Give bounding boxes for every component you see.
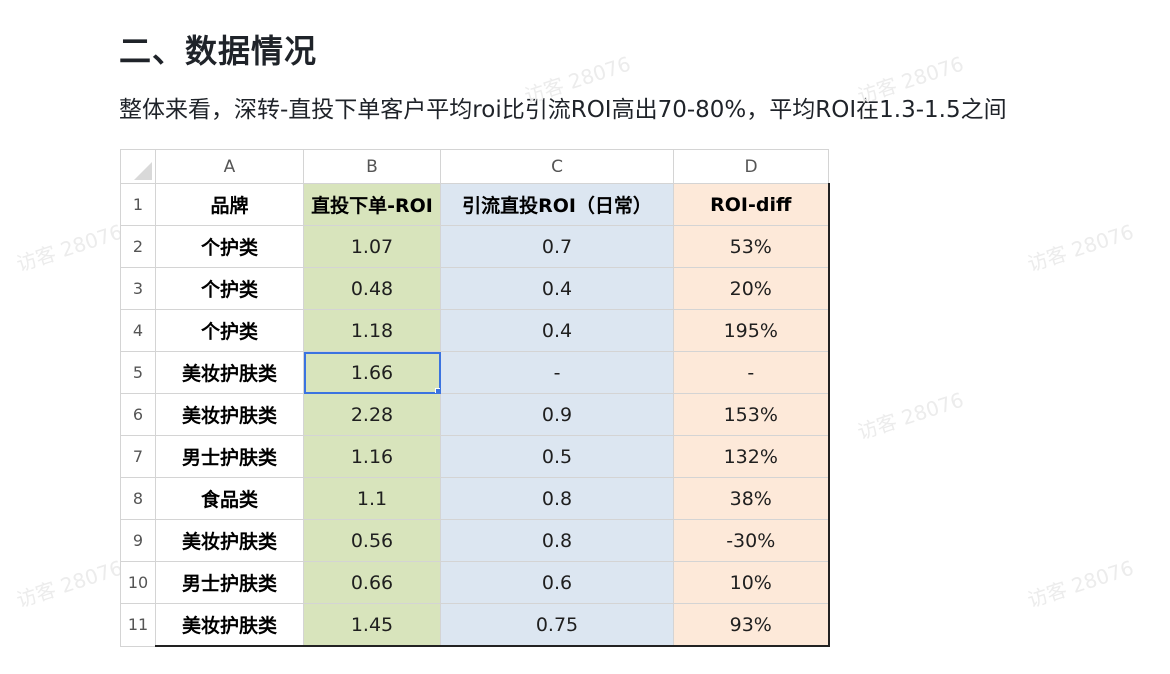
cell-traffic-roi[interactable]: 0.8 bbox=[440, 477, 674, 520]
cell-direct-roi[interactable]: 1.18 bbox=[303, 309, 441, 352]
cell-traffic-roi[interactable]: 0.6 bbox=[440, 561, 674, 604]
cell-brand[interactable]: 美妆护肤类 bbox=[155, 351, 304, 394]
table-row: 5 美妆护肤类 1.66 - - bbox=[120, 351, 830, 394]
row-number[interactable]: 6 bbox=[120, 393, 156, 436]
watermark: 访客 28076 bbox=[1024, 219, 1137, 277]
cell-direct-roi[interactable]: 1.07 bbox=[303, 225, 441, 268]
cell-roi-diff[interactable]: -30% bbox=[673, 519, 830, 562]
selected-cell-value: 1.66 bbox=[350, 361, 394, 384]
cell-brand[interactable]: 个护类 bbox=[155, 309, 304, 352]
cell-roi-diff[interactable]: - bbox=[673, 351, 830, 394]
column-header-d[interactable]: D bbox=[673, 149, 829, 184]
row-number[interactable]: 4 bbox=[120, 309, 156, 352]
cell-traffic-roi[interactable]: - bbox=[440, 351, 674, 394]
table-header-row: 1 品牌 直投下单-ROI 引流直投ROI（日常） ROI-diff bbox=[120, 183, 830, 226]
header-brand[interactable]: 品牌 bbox=[155, 183, 304, 226]
cell-brand[interactable]: 食品类 bbox=[155, 477, 304, 520]
table-row: 2 个护类 1.07 0.7 53% bbox=[120, 225, 830, 268]
table-row: 4 个护类 1.18 0.4 195% bbox=[120, 309, 830, 352]
cell-traffic-roi[interactable]: 0.8 bbox=[440, 519, 674, 562]
row-number[interactable]: 8 bbox=[120, 477, 156, 520]
cell-traffic-roi[interactable]: 0.7 bbox=[440, 225, 674, 268]
cell-traffic-roi[interactable]: 0.75 bbox=[440, 603, 674, 647]
cell-roi-diff[interactable]: 10% bbox=[673, 561, 830, 604]
cell-roi-diff[interactable]: 53% bbox=[673, 225, 830, 268]
cell-roi-diff[interactable]: 38% bbox=[673, 477, 830, 520]
cell-roi-diff[interactable]: 195% bbox=[673, 309, 830, 352]
spreadsheet-table: A B C D 1 品牌 直投下单-ROI 引流直投ROI（日常） ROI-di… bbox=[120, 149, 830, 647]
table-row: 10 男士护肤类 0.66 0.6 10% bbox=[120, 561, 830, 604]
row-number[interactable]: 10 bbox=[120, 561, 156, 604]
cell-traffic-roi[interactable]: 0.4 bbox=[440, 309, 674, 352]
watermark: 访客 28076 bbox=[854, 387, 967, 445]
cell-direct-roi[interactable]: 0.48 bbox=[303, 267, 441, 310]
cell-direct-roi[interactable]: 1.45 bbox=[303, 603, 441, 647]
cell-brand[interactable]: 个护类 bbox=[155, 225, 304, 268]
cell-brand[interactable]: 美妆护肤类 bbox=[155, 603, 304, 647]
cell-direct-roi[interactable]: 1.16 bbox=[303, 435, 441, 478]
header-direct-roi[interactable]: 直投下单-ROI bbox=[303, 183, 441, 226]
table-row: 3 个护类 0.48 0.4 20% bbox=[120, 267, 830, 310]
cell-direct-roi[interactable]: 0.66 bbox=[303, 561, 441, 604]
row-number[interactable]: 1 bbox=[120, 183, 156, 226]
select-all-corner[interactable] bbox=[120, 149, 156, 184]
cell-direct-roi[interactable]: 1.66 bbox=[303, 351, 441, 394]
table-row: 11 美妆护肤类 1.45 0.75 93% bbox=[120, 603, 830, 647]
column-header-row: A B C D bbox=[120, 149, 829, 184]
cell-traffic-roi[interactable]: 0.9 bbox=[440, 393, 674, 436]
column-header-a[interactable]: A bbox=[155, 149, 304, 184]
table-row: 6 美妆护肤类 2.28 0.9 153% bbox=[120, 393, 830, 436]
column-header-c[interactable]: C bbox=[440, 149, 674, 184]
cell-direct-roi[interactable]: 2.28 bbox=[303, 393, 441, 436]
table-row: 7 男士护肤类 1.16 0.5 132% bbox=[120, 435, 830, 478]
cell-brand[interactable]: 男士护肤类 bbox=[155, 435, 304, 478]
watermark: 访客 28076 bbox=[13, 219, 126, 277]
summary-text: 整体来看，深转-直投下单客户平均roi比引流ROI高出70-80%，平均ROI在… bbox=[119, 97, 1007, 123]
row-number[interactable]: 9 bbox=[120, 519, 156, 562]
section-heading: 二、数据情况 bbox=[119, 32, 318, 70]
watermark: 访客 28076 bbox=[1024, 555, 1137, 613]
cell-roi-diff[interactable]: 20% bbox=[673, 267, 830, 310]
fill-handle[interactable] bbox=[435, 388, 440, 393]
select-all-icon bbox=[134, 162, 152, 180]
header-roi-diff[interactable]: ROI-diff bbox=[673, 183, 830, 226]
cell-roi-diff[interactable]: 153% bbox=[673, 393, 830, 436]
row-number[interactable]: 3 bbox=[120, 267, 156, 310]
cell-direct-roi[interactable]: 1.1 bbox=[303, 477, 441, 520]
watermark: 访客 28076 bbox=[13, 555, 126, 613]
cell-brand[interactable]: 男士护肤类 bbox=[155, 561, 304, 604]
row-number[interactable]: 11 bbox=[120, 603, 156, 647]
table-row: 8 食品类 1.1 0.8 38% bbox=[120, 477, 830, 520]
cell-roi-diff[interactable]: 93% bbox=[673, 603, 830, 647]
cell-traffic-roi[interactable]: 0.5 bbox=[440, 435, 674, 478]
cell-roi-diff[interactable]: 132% bbox=[673, 435, 830, 478]
cell-brand[interactable]: 美妆护肤类 bbox=[155, 519, 304, 562]
column-header-b[interactable]: B bbox=[303, 149, 441, 184]
cell-direct-roi[interactable]: 0.56 bbox=[303, 519, 441, 562]
row-number[interactable]: 2 bbox=[120, 225, 156, 268]
cell-brand[interactable]: 个护类 bbox=[155, 267, 304, 310]
row-number[interactable]: 5 bbox=[120, 351, 156, 394]
row-number[interactable]: 7 bbox=[120, 435, 156, 478]
cell-brand[interactable]: 美妆护肤类 bbox=[155, 393, 304, 436]
cell-traffic-roi[interactable]: 0.4 bbox=[440, 267, 674, 310]
header-traffic-roi[interactable]: 引流直投ROI（日常） bbox=[440, 183, 674, 226]
table-row: 9 美妆护肤类 0.56 0.8 -30% bbox=[120, 519, 830, 562]
